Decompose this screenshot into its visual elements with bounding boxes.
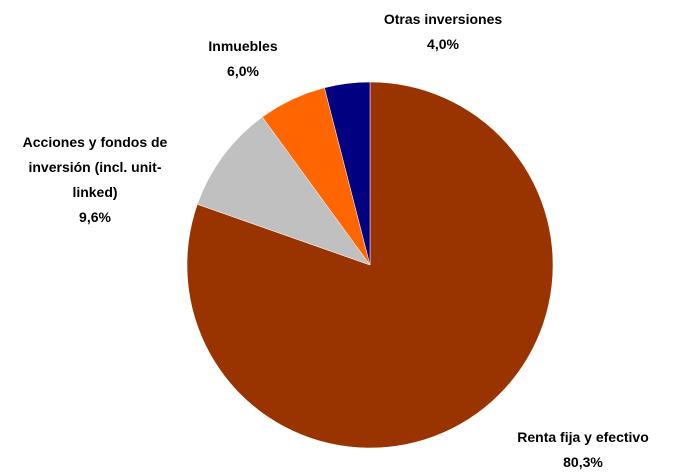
category-label: Otras inversiones [383,11,503,27]
value-label: 4,0% [427,36,459,52]
value-label: 9,6% [79,209,111,225]
pie-slice [324,81,371,266]
category-label: Renta fija y efectivo [517,429,649,445]
slice-label: Inmuebles 6,0% [183,34,303,84]
category-label: Inmuebles [208,38,278,54]
slice-label: Acciones y fondos de inversión (incl. un… [20,130,170,230]
pie-slice [197,116,371,266]
category-label: Acciones y fondos de inversión (incl. un… [22,134,168,200]
slice-label: Renta fija y efectivo 80,3% [473,425,686,475]
value-label: 6,0% [227,63,259,79]
value-label: 80,3% [563,454,603,470]
slice-label: Otras inversiones 4,0% [363,7,523,57]
